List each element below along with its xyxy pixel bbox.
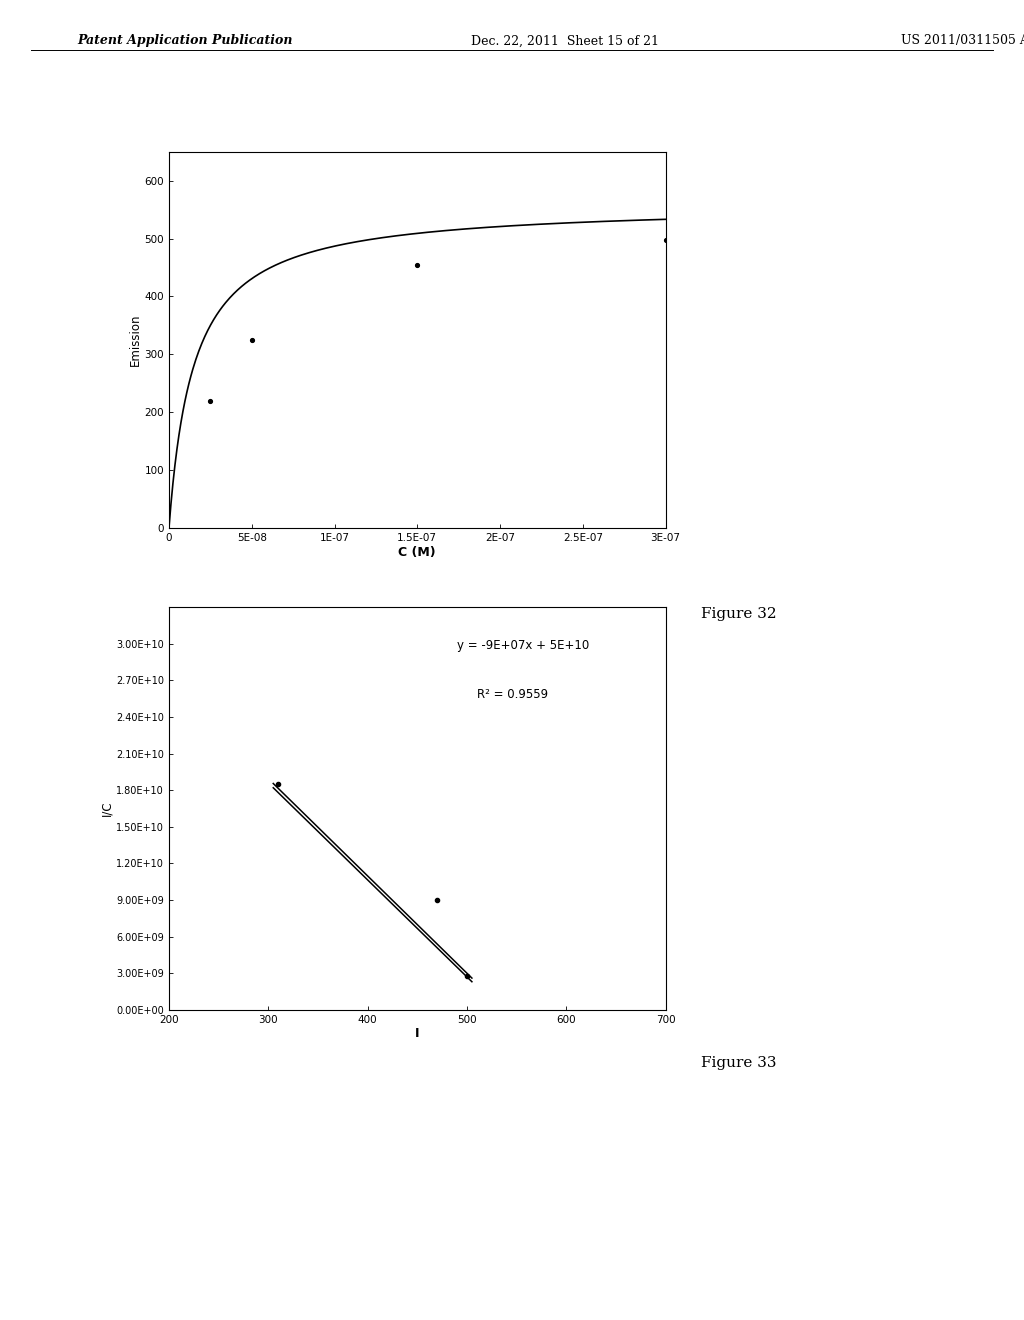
Text: R² = 0.9559: R² = 0.9559	[477, 688, 548, 701]
Text: Dec. 22, 2011  Sheet 15 of 21: Dec. 22, 2011 Sheet 15 of 21	[471, 34, 659, 48]
X-axis label: C (M): C (M)	[398, 545, 436, 558]
Text: y = -9E+07x + 5E+10: y = -9E+07x + 5E+10	[457, 639, 589, 652]
Text: US 2011/0311505 A1: US 2011/0311505 A1	[901, 34, 1024, 48]
Text: Figure 33: Figure 33	[701, 1056, 777, 1069]
Text: Patent Application Publication: Patent Application Publication	[77, 34, 292, 48]
Y-axis label: Emission: Emission	[129, 314, 141, 366]
Text: Figure 32: Figure 32	[701, 607, 777, 620]
Y-axis label: I/C: I/C	[100, 801, 114, 816]
X-axis label: I: I	[415, 1027, 420, 1040]
